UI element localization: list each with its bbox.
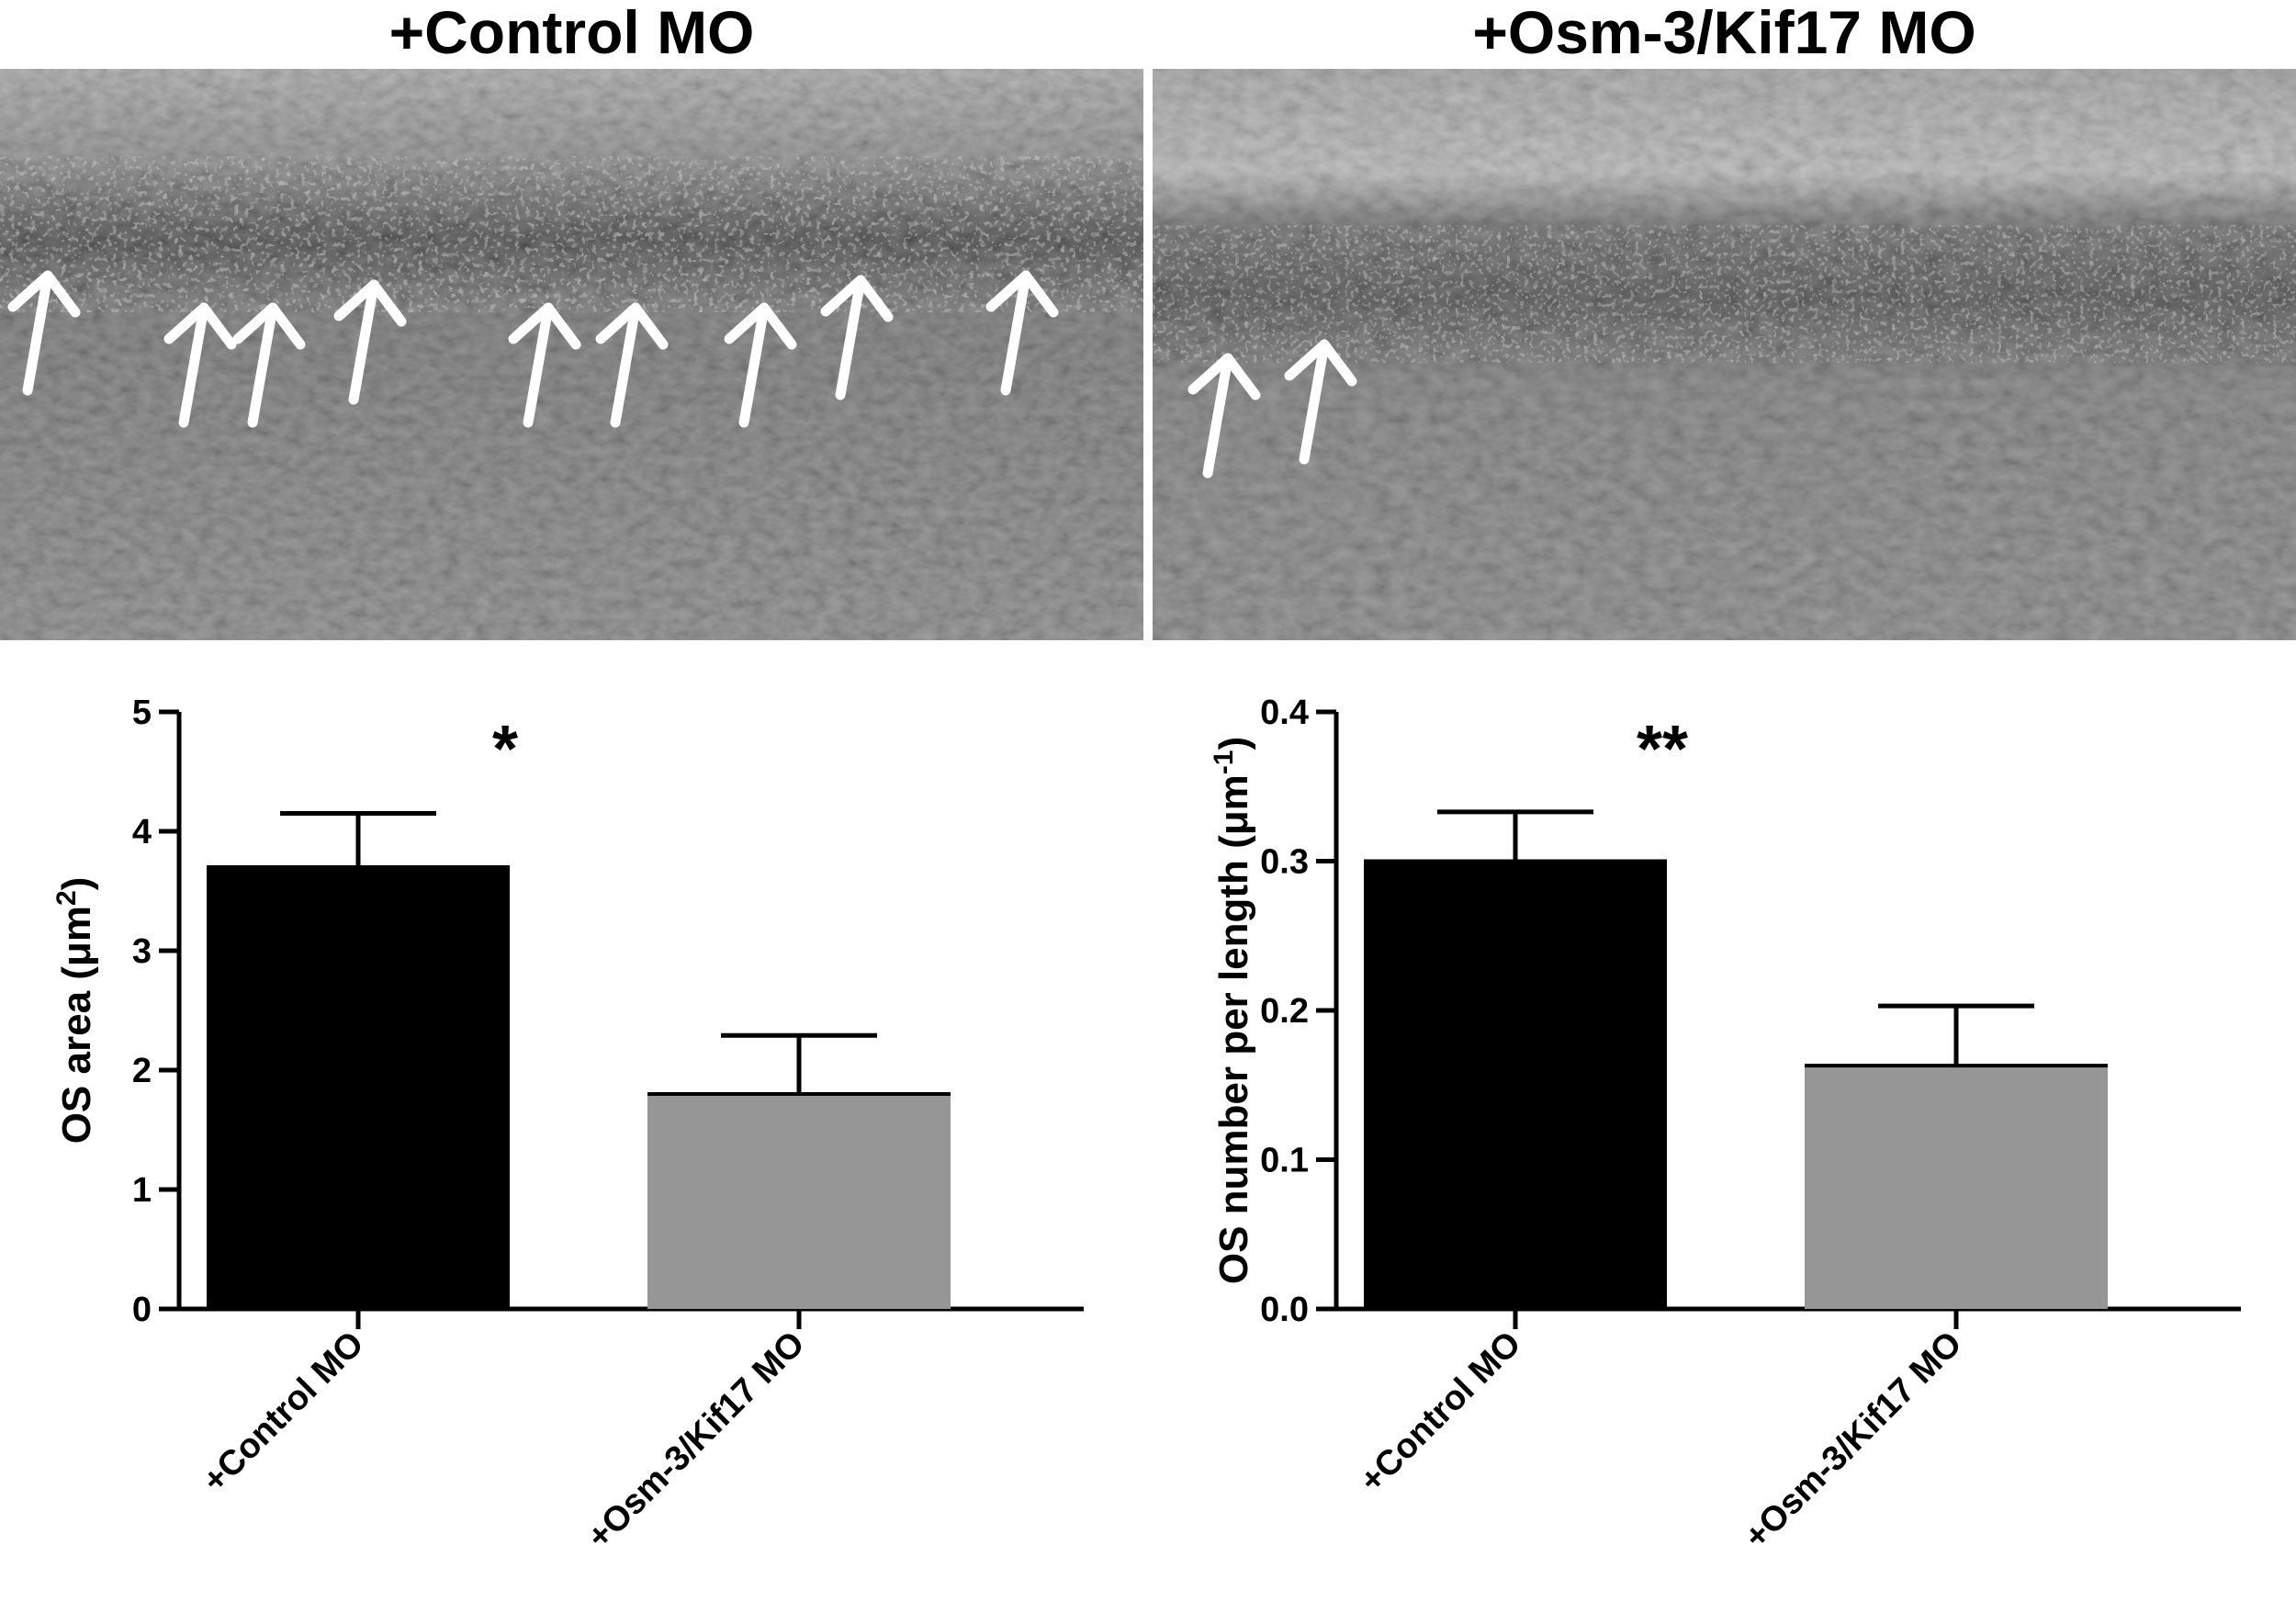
arrow-shaft (348, 279, 379, 405)
arrow-shaft (1000, 270, 1031, 396)
y-tick-label: 0.3 (1260, 843, 1309, 882)
y-tick-label: 0.0 (1260, 1291, 1309, 1329)
y-tick-label: 0.2 (1260, 992, 1309, 1031)
arrowhead (333, 279, 407, 327)
arrow-shaft (523, 302, 554, 428)
x-tick-label: +Osm-3/Kif17 MO (580, 1325, 812, 1557)
arrow-markers (7, 270, 1059, 428)
y-axis-label: OS number per length (μm-1) (1212, 737, 1256, 1284)
arrowhead (724, 302, 797, 350)
y-tick-label: 0.4 (1260, 694, 1309, 732)
arrow-markers (1187, 339, 1357, 479)
arrowhead (1284, 339, 1357, 387)
arrow-shaft (1299, 339, 1330, 465)
micrograph-knockdown (1153, 69, 2296, 640)
significance-marker: ** (1637, 713, 1688, 786)
bar (647, 1094, 951, 1309)
x-tick-label: +Osm-3/Kif17 MO (1737, 1325, 1969, 1557)
y-tick-label: 4 (132, 813, 152, 851)
arrowhead (1187, 353, 1261, 400)
arrow-shaft (738, 302, 770, 428)
bar (1805, 1066, 2108, 1309)
bar (1364, 861, 1667, 1309)
arrowhead (7, 270, 81, 318)
y-tick-label: 0.1 (1260, 1142, 1309, 1180)
y-tick-label: 1 (132, 1171, 152, 1210)
y-tick-label: 0 (132, 1291, 152, 1329)
y-tick-label: 2 (132, 1052, 152, 1090)
arrowhead (163, 302, 237, 350)
chart-os-number: 0.0 0.1 0.2 0.3 0.4 OS number per length (μm-… (1209, 680, 2259, 1607)
arrow-shaft (178, 302, 209, 428)
significance-marker: * (492, 713, 518, 786)
arrow-shaft (1202, 353, 1233, 479)
arrow-shaft (247, 302, 278, 428)
y-tick-label: 3 (132, 932, 152, 971)
arrowhead (232, 302, 306, 350)
arrowhead (508, 302, 581, 350)
arrowhead (595, 302, 669, 350)
panel-title-control: +Control MO (388, 0, 755, 66)
y-axis-label: OS area (μm2) (55, 877, 99, 1145)
x-tick-label: +Control MO (196, 1325, 372, 1501)
x-tick-label: +Control MO (1353, 1325, 1529, 1501)
chart-os-area: 0 1 2 3 4 5 OS area (μm2) +Control MO +Osm-3/Kif… (51, 680, 1102, 1607)
panel-title-knockdown: +Osm-3/Kif17 MO (1472, 0, 1976, 66)
bar (207, 867, 510, 1309)
y-tick-label: 5 (132, 694, 152, 732)
micrograph-control (0, 69, 1143, 640)
arrowhead (985, 270, 1059, 318)
arrow-shaft (22, 270, 53, 396)
arrow-shaft (835, 275, 866, 400)
arrowhead (820, 275, 894, 322)
arrow-shaft (610, 302, 641, 428)
